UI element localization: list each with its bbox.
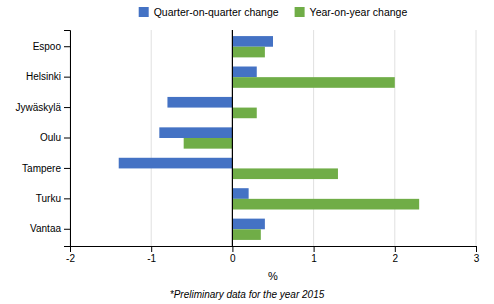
bar (232, 36, 273, 47)
tick-mark (64, 107, 70, 108)
tick: Tampere (22, 163, 70, 174)
tick-label: Oulu (40, 132, 61, 143)
tick-mark (395, 246, 396, 252)
tick-label: Tampere (22, 163, 61, 174)
grid-line (151, 30, 152, 246)
bar (232, 67, 256, 78)
legend-label: Year-on-year change (310, 6, 408, 18)
axis-line (71, 247, 477, 253)
grid-line (476, 30, 477, 246)
tick-mark (476, 246, 477, 252)
plot: -2 -1 0 1 2 3 Espoo Helsinki Jywäskylä Oulu Tamper… (15, 30, 479, 264)
tick-label: Jywäskylä (15, 102, 61, 113)
axis-line (64, 31, 71, 247)
tick-label: 0 (230, 253, 236, 264)
tick-label: 1 (311, 253, 317, 264)
tick: -2 (66, 246, 75, 264)
bar (167, 97, 232, 108)
zero-line (232, 30, 233, 246)
tick-label: Espoo (33, 41, 62, 52)
grid-line (232, 30, 233, 246)
bar (232, 47, 264, 58)
tick-mark (64, 77, 70, 78)
tick-mark (314, 246, 315, 252)
tick: 0 (230, 246, 236, 264)
tick: Helsinki (26, 71, 70, 82)
tick-mark (64, 229, 70, 230)
grid (70, 30, 476, 246)
tick: 2 (393, 246, 399, 264)
chart: -2 -1 0 1 2 3 Espoo Helsinki Jywäskylä Oulu Tamper… (0, 0, 494, 304)
bar (232, 188, 248, 199)
tick: Turku (36, 193, 70, 204)
series (184, 47, 419, 240)
tick: Oulu (40, 132, 70, 143)
legend-item: Quarter-on-quarter change (139, 6, 279, 18)
tick-mark (64, 138, 70, 139)
legend: Quarter-on-quarter change Year-on-year ch… (139, 6, 408, 18)
legend-swatch (139, 7, 149, 17)
bar (184, 138, 233, 149)
footnote: *Preliminary data for the year 2015 (170, 289, 325, 300)
grid-line (394, 30, 395, 246)
tick-mark (151, 246, 152, 252)
tick-label: -1 (147, 253, 156, 264)
bar (232, 77, 394, 88)
y-axis: Espoo Helsinki Jywäskylä Oulu Tampere Turku Va… (15, 31, 70, 247)
bar (232, 108, 256, 119)
bars (119, 30, 419, 246)
bar (232, 168, 338, 179)
bar (159, 127, 232, 138)
tick-mark (232, 246, 233, 252)
tick-mark (64, 46, 70, 47)
legend-item: Year-on-year change (295, 6, 408, 18)
tick: -1 (147, 246, 156, 264)
tick-label: Helsinki (26, 71, 61, 82)
legend-label: Quarter-on-quarter change (154, 6, 279, 18)
tick-label: Vantaa (30, 223, 61, 234)
x-axis: -2 -1 0 1 2 3 (66, 246, 480, 264)
legend-swatch (295, 7, 305, 17)
tick-label: 3 (474, 253, 480, 264)
tick: 1 (311, 246, 317, 264)
bar (119, 158, 233, 169)
bar (232, 219, 264, 230)
bar (232, 199, 419, 210)
tick-label: Turku (36, 193, 61, 204)
bar (232, 229, 260, 240)
tick-mark (64, 168, 70, 169)
tick-label: 2 (393, 253, 399, 264)
tick: Espoo (33, 41, 70, 52)
tick: 3 (474, 246, 480, 264)
tick-mark (64, 198, 70, 199)
x-label: % (268, 270, 278, 282)
tick: Jywäskylä (15, 102, 70, 113)
tick: Vantaa (30, 223, 70, 234)
grid-line (313, 30, 314, 246)
tick-label: -2 (66, 253, 75, 264)
